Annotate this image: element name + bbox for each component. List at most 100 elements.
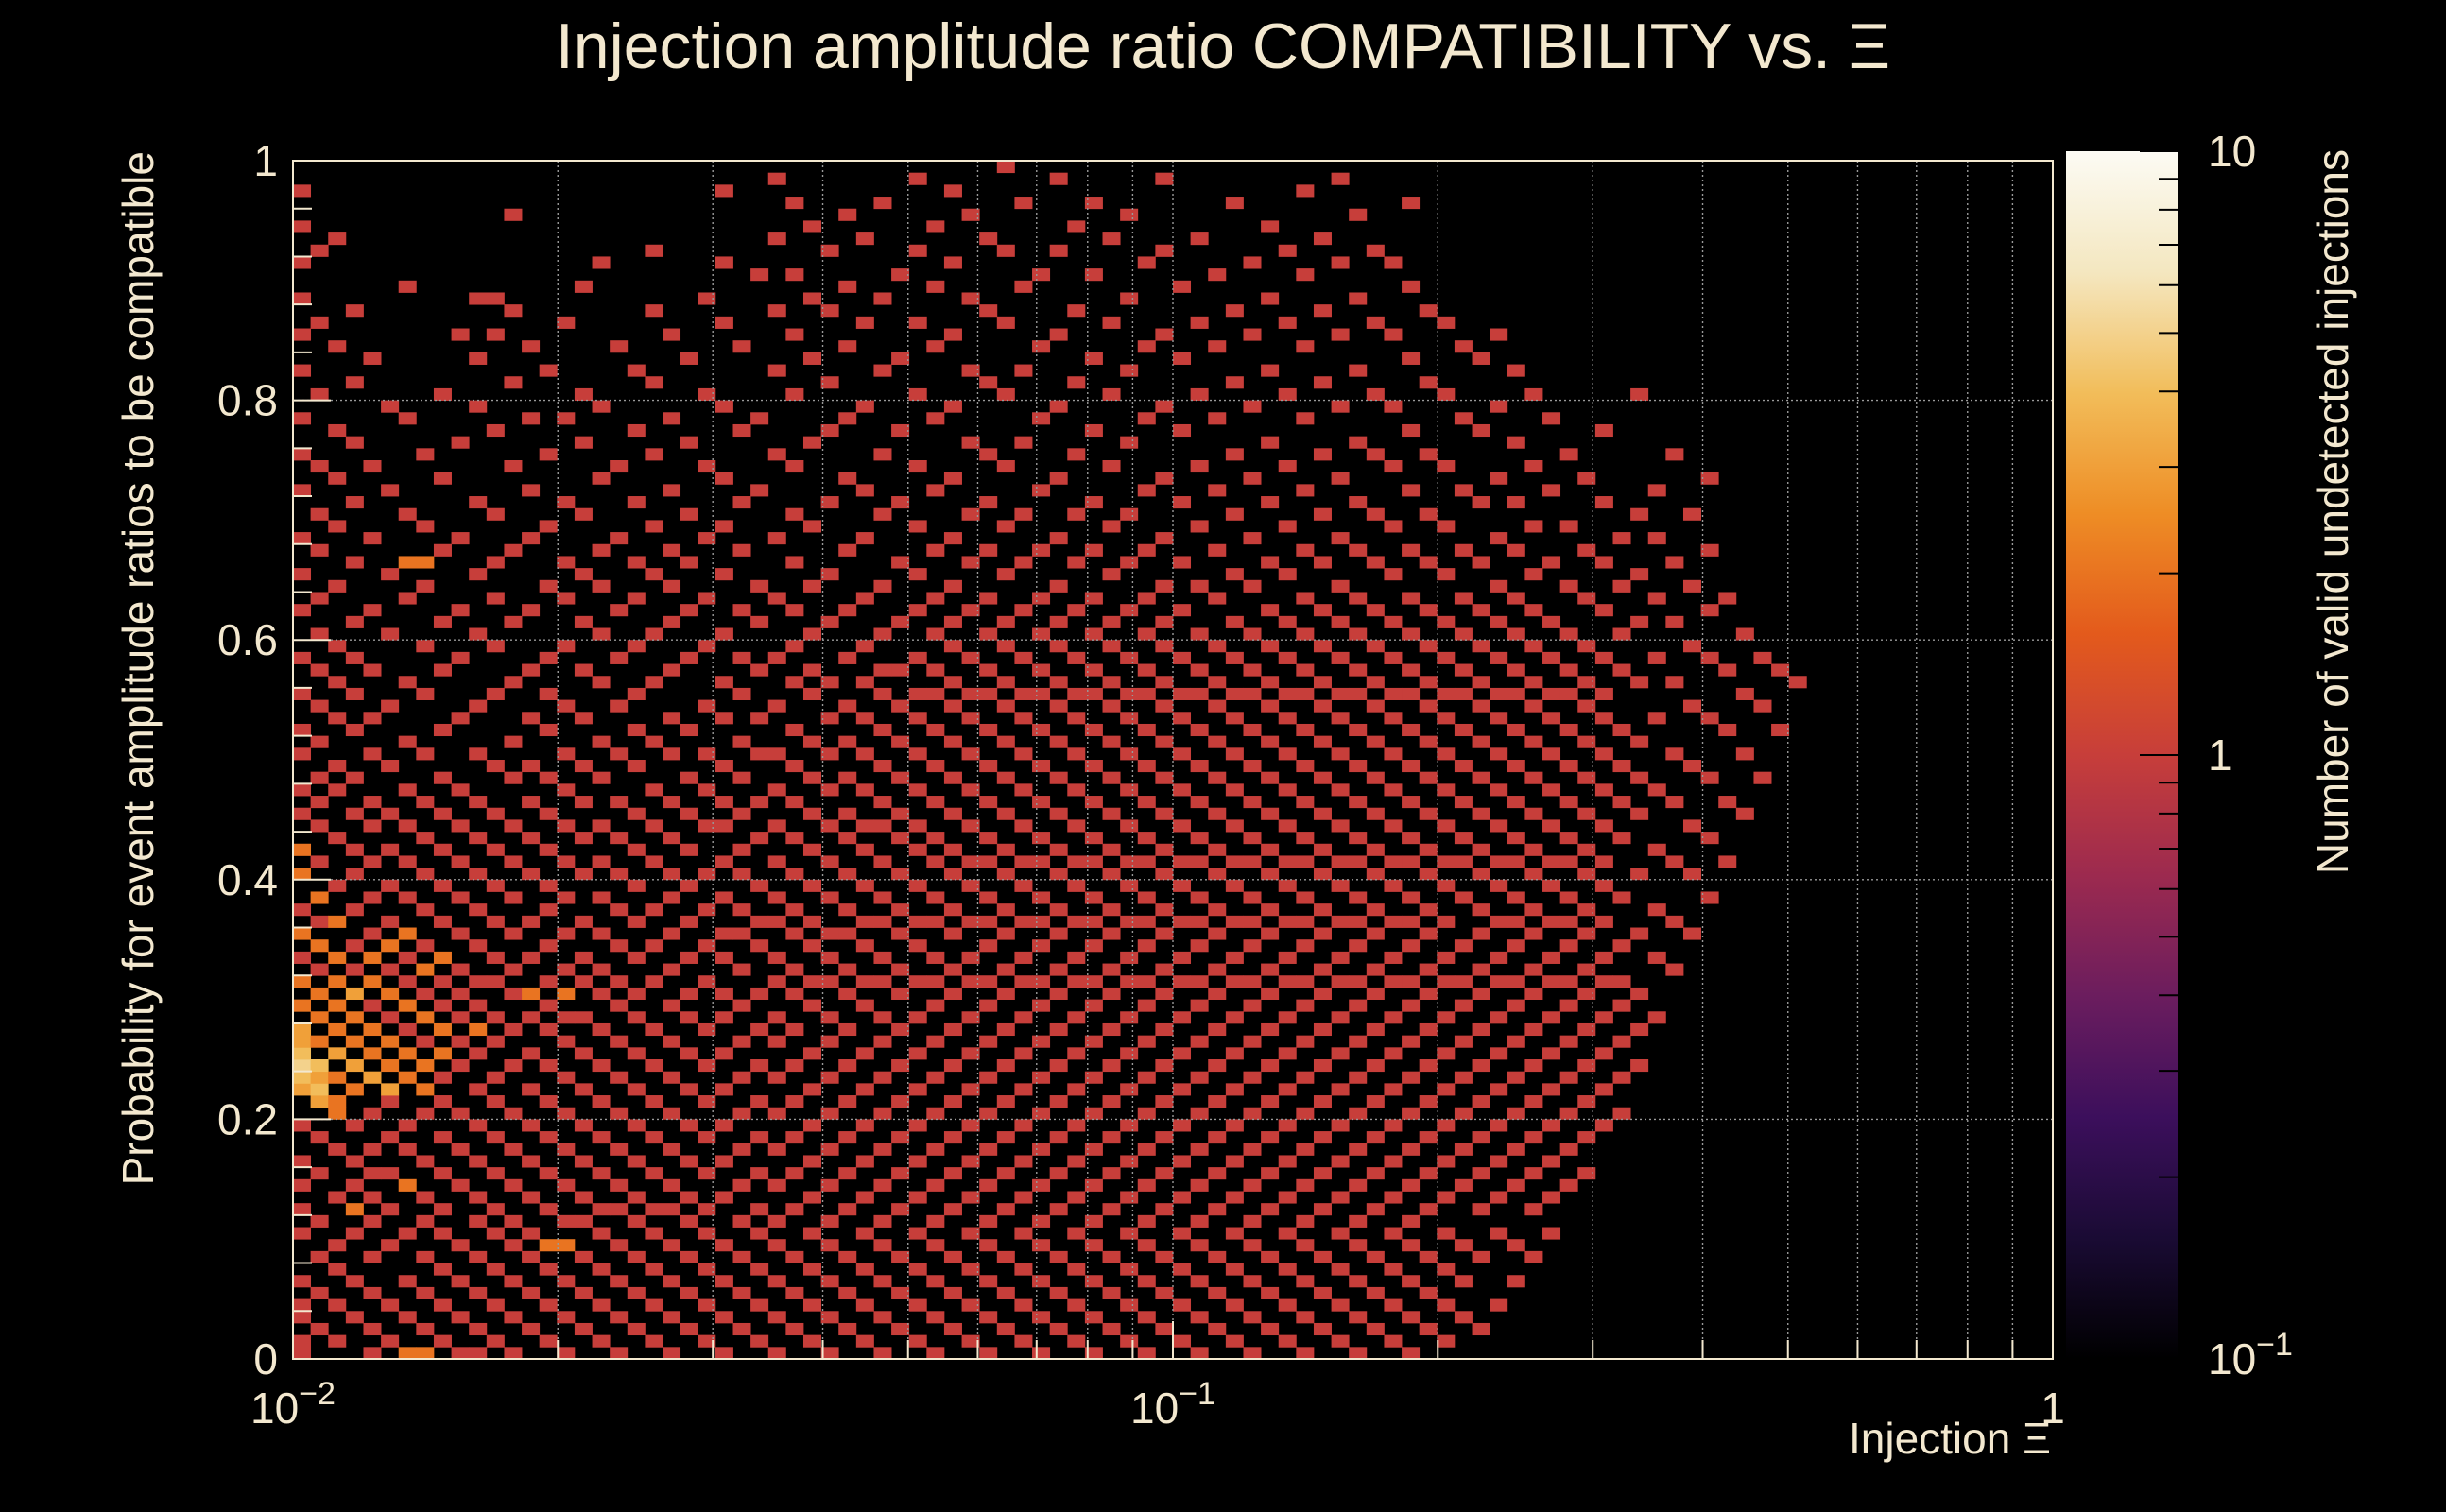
heatmap-cell: [698, 903, 716, 917]
heatmap-cell: [539, 1334, 558, 1348]
heatmap-cell: [979, 999, 998, 1012]
heatmap-cell: [1032, 687, 1051, 700]
heatmap-cell: [310, 963, 329, 976]
heatmap-cell: [1225, 1083, 1244, 1096]
y-tick-label: 0.8: [217, 376, 278, 425]
heatmap-cell: [539, 975, 558, 988]
heatmap-cell: [1120, 1334, 1139, 1348]
heatmap-cell: [1102, 640, 1121, 653]
heatmap-cell: [908, 712, 927, 725]
heatmap-cell: [1014, 879, 1033, 892]
heatmap-cell: [557, 819, 576, 833]
heatmap-cell: [1437, 747, 1456, 761]
heatmap-cell: [1173, 783, 1192, 797]
heatmap-cell: [961, 604, 980, 617]
heatmap-cell: [961, 1011, 980, 1024]
heatmap-cell: [1366, 387, 1385, 401]
heatmap-cell: [802, 1334, 821, 1348]
heatmap-cell: [345, 1011, 364, 1024]
heatmap-cell: [979, 304, 998, 318]
heatmap-cell: [1419, 903, 1438, 917]
heatmap-cell: [1542, 687, 1561, 700]
heatmap-cell: [1366, 1322, 1385, 1336]
heatmap-cell: [1718, 592, 1737, 605]
heatmap-cell: [522, 1322, 541, 1336]
heatmap-cell: [891, 556, 910, 569]
heatmap-cell: [1454, 855, 1473, 868]
heatmap-cell: [574, 712, 593, 725]
heatmap-cell: [1472, 807, 1490, 820]
heatmap-cell: [1349, 543, 1368, 557]
heatmap-cell: [663, 1275, 681, 1288]
heatmap-cell: [363, 951, 382, 964]
heatmap-cell: [1137, 256, 1156, 269]
heatmap-cell: [645, 1263, 663, 1276]
heatmap-cell: [1524, 1095, 1543, 1108]
heatmap-cell: [1084, 197, 1103, 210]
heatmap-cell: [1437, 712, 1456, 725]
heatmap-cell: [574, 868, 593, 881]
heatmap-cell: [663, 999, 681, 1012]
heatmap-cell: [891, 771, 910, 784]
heatmap-cell: [732, 1178, 751, 1192]
heatmap-cell: [504, 891, 523, 904]
heatmap-cell: [698, 1334, 716, 1348]
heatmap-cell: [926, 999, 945, 1012]
heatmap-cell: [750, 1203, 769, 1216]
heatmap-cell: [750, 1167, 769, 1180]
heatmap-cell: [1630, 1059, 1649, 1073]
heatmap-cell: [610, 460, 629, 473]
heatmap-cell: [715, 1239, 733, 1252]
heatmap-cell: [1173, 1191, 1192, 1204]
heatmap-cell: [1084, 1239, 1103, 1252]
heatmap-cell: [416, 1155, 435, 1168]
heatmap-cell: [663, 832, 681, 845]
heatmap-cell: [1612, 723, 1631, 737]
heatmap-cell: [1630, 676, 1649, 689]
heatmap-cell: [1419, 1322, 1438, 1336]
heatmap-cell: [469, 400, 488, 413]
heatmap-cell: [855, 819, 874, 833]
heatmap-cell: [767, 172, 786, 185]
heatmap-cell: [1120, 1155, 1139, 1168]
heatmap-cell: [1261, 699, 1280, 713]
heatmap-cell: [1384, 687, 1403, 700]
heatmap-cell: [328, 1107, 347, 1120]
heatmap-cell: [451, 328, 470, 341]
heatmap-cell: [698, 699, 716, 713]
heatmap-cell: [328, 472, 347, 485]
heatmap-cell: [750, 1095, 769, 1108]
heatmap-cell: [433, 1203, 452, 1216]
heatmap-cell: [1014, 1227, 1033, 1240]
heatmap-cell: [1225, 1191, 1244, 1204]
heatmap-cell: [926, 1239, 945, 1252]
heatmap-cell: [293, 868, 312, 881]
heatmap-cell: [732, 651, 751, 664]
heatmap-cell: [1594, 423, 1613, 438]
heatmap-cell: [979, 1347, 998, 1360]
heatmap-cell: [979, 1239, 998, 1252]
heatmap-cell: [469, 699, 488, 713]
heatmap-cell: [1700, 712, 1719, 725]
heatmap-cell: [1190, 520, 1209, 533]
heatmap-cell: [855, 1298, 874, 1312]
heatmap-cell: [1507, 543, 1525, 557]
heatmap-cell: [1402, 723, 1421, 737]
heatmap-cell: [750, 615, 769, 628]
heatmap-cell: [1278, 520, 1297, 533]
heatmap-cell: [855, 712, 874, 725]
heatmap-cell: [855, 640, 874, 653]
heatmap-cell: [732, 1286, 751, 1299]
heatmap-cell: [557, 1071, 576, 1084]
x-tick-label: 1: [2041, 1383, 2065, 1433]
heatmap-cell: [1278, 855, 1297, 868]
heatmap-cell: [539, 1239, 558, 1252]
heatmap-cell: [1384, 747, 1403, 761]
heatmap-cell: [1032, 1178, 1051, 1192]
heatmap-cell: [1366, 1286, 1385, 1299]
heatmap-cell: [1155, 400, 1174, 413]
heatmap-cell: [1331, 328, 1350, 341]
heatmap-cell: [1542, 1119, 1561, 1132]
heatmap-cell: [1049, 1250, 1068, 1263]
heatmap-cell: [328, 712, 347, 725]
